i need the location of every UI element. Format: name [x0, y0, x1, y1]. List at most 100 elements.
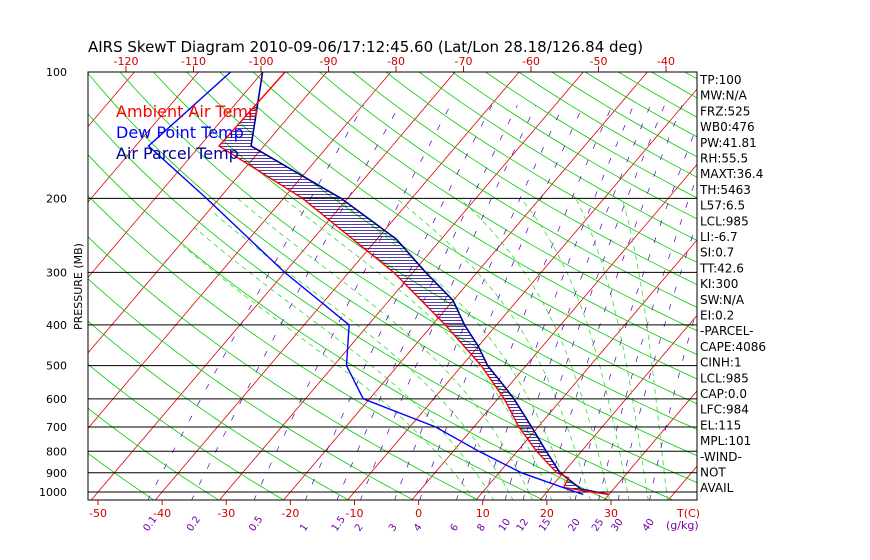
isotherm-lines: [88, 72, 697, 500]
isotherm-line: [88, 72, 328, 354]
parcel-temp-line: [250, 72, 610, 496]
moist-adiabat-line: [183, 245, 476, 500]
top-tick-label: -70: [455, 55, 473, 68]
pressure-axis: 100 200 300 400 500 600 700 800 900 1000: [39, 66, 67, 499]
dry-adiabat-line: [88, 452, 155, 500]
bottom-tick-label: -30: [217, 507, 235, 520]
dry-adiabat-line: [385, 72, 697, 263]
isotherm-line: [539, 314, 697, 500]
index-item: EI:0.2: [700, 309, 734, 323]
mixing-ratio-line: [522, 105, 665, 500]
dry-adiabat-line: [153, 72, 697, 430]
index-item: MW:N/A: [700, 89, 748, 103]
mixing-ratio-unit: (g/kg): [666, 519, 699, 532]
bottom-tick-label: 10: [476, 507, 490, 520]
dry-adiabat-line: [88, 113, 675, 500]
top-tick-label: -40: [657, 55, 675, 68]
mixing-ratio-line: [483, 105, 634, 500]
index-item: TT:42.6: [699, 261, 744, 275]
index-item: RH:55.5: [700, 152, 748, 166]
mixing-ratio-line: [574, 125, 697, 500]
moist-adiabat-line: [194, 227, 495, 500]
bottom-tick-label: 30: [604, 507, 618, 520]
pressure-tick-label: 700: [46, 421, 67, 434]
top-tick-label: -120: [114, 55, 139, 68]
top-tick-label: -90: [320, 55, 338, 68]
pressure-tick-label: 1000: [39, 486, 67, 499]
moist-adiabat-line: [396, 198, 591, 500]
index-item: L57:6.5: [700, 199, 745, 213]
mixing-ratio-line: [191, 105, 400, 500]
index-item: FRZ:525: [700, 104, 750, 118]
moist-adiabat-line: [211, 211, 514, 500]
dry-adiabat-line: [88, 236, 480, 500]
isotherm-line: [88, 72, 392, 429]
dewpoint-line: [147, 72, 584, 496]
index-item: LCL:985: [700, 371, 749, 385]
isotherm-line: [88, 72, 263, 279]
pressure-tick-label: 300: [46, 266, 67, 279]
top-tick-label: -80: [387, 55, 405, 68]
index-item: MAXT:36.4: [700, 167, 763, 181]
index-item: -WIND-: [700, 450, 742, 464]
isotherm-line: [603, 390, 697, 500]
isotherm-line: [154, 72, 520, 500]
dry-adiabat-line: [252, 72, 697, 356]
isotherm-line: [283, 72, 648, 500]
index-item: LFC:984: [700, 403, 749, 417]
dry-adiabat-line: [88, 154, 610, 500]
bottom-tick-label: -50: [89, 507, 107, 520]
cape-hatching: [219, 103, 581, 489]
index-item: SI:0.7: [700, 246, 734, 260]
moist-adiabat-line: [283, 198, 553, 500]
isotherm-line: [411, 163, 697, 500]
isotherm-line: [475, 239, 697, 500]
dry-adiabat-line: [119, 72, 697, 457]
index-item: KI:300: [700, 277, 738, 291]
index-item: TP:100: [699, 73, 742, 87]
index-item: MPL:101: [700, 434, 751, 448]
index-item: TH:5463: [699, 183, 751, 197]
mixing-ratio-label: 1: [298, 522, 311, 534]
isotherm-line: [218, 72, 584, 500]
top-tick-label: -100: [249, 55, 274, 68]
dry-adiabat-line: [88, 195, 545, 500]
index-item: EL:115: [700, 418, 741, 432]
mixing-ratio-line: [253, 105, 451, 500]
pressure-tick-label: 100: [46, 66, 67, 79]
bottom-tick-label: -40: [153, 507, 171, 520]
top-tick-label: -60: [522, 55, 540, 68]
dry-adiabat-line: [88, 363, 285, 500]
dry-adiabat-line: [219, 72, 697, 380]
y-axis-label: PRESSURE (MB): [72, 243, 85, 330]
mixing-ratio-label: 6: [449, 522, 462, 534]
index-item: PW:41.81: [700, 136, 757, 150]
mixing-ratio-label: 4: [412, 522, 425, 534]
legend: Ambient Air Temp Dew Point Temp Air Parc…: [116, 102, 258, 163]
mixing-ratio-line: [456, 105, 613, 500]
index-item: CINH:1: [700, 356, 742, 370]
legend-ambient: Ambient Air Temp: [116, 102, 258, 121]
bottom-tick-label: -10: [346, 507, 364, 520]
pressure-tick-label: 400: [46, 319, 67, 332]
top-tick-label: -50: [590, 55, 608, 68]
isotherm-line: [90, 72, 456, 500]
dry-adiabat-lines: [88, 72, 697, 500]
dry-adiabat-line: [352, 72, 697, 286]
legend-dewpoint: Dew Point Temp: [116, 123, 244, 142]
moist-adiabat-line: [459, 198, 611, 500]
index-item: AVAIL: [700, 481, 734, 495]
dry-adiabat-line: [88, 72, 697, 483]
isotherm-line: [347, 88, 697, 500]
isotherm-line: [88, 72, 199, 203]
moist-adiabat-line: [575, 198, 649, 500]
top-tick-label: -110: [181, 55, 206, 68]
dry-adiabat-line: [285, 72, 697, 332]
pressure-tick-label: 500: [46, 360, 67, 373]
dry-adiabat-line: [88, 407, 220, 500]
mixing-ratio-line: [649, 307, 697, 500]
mixing-ratio-line: [504, 105, 651, 500]
dry-adiabat-line: [319, 72, 697, 308]
